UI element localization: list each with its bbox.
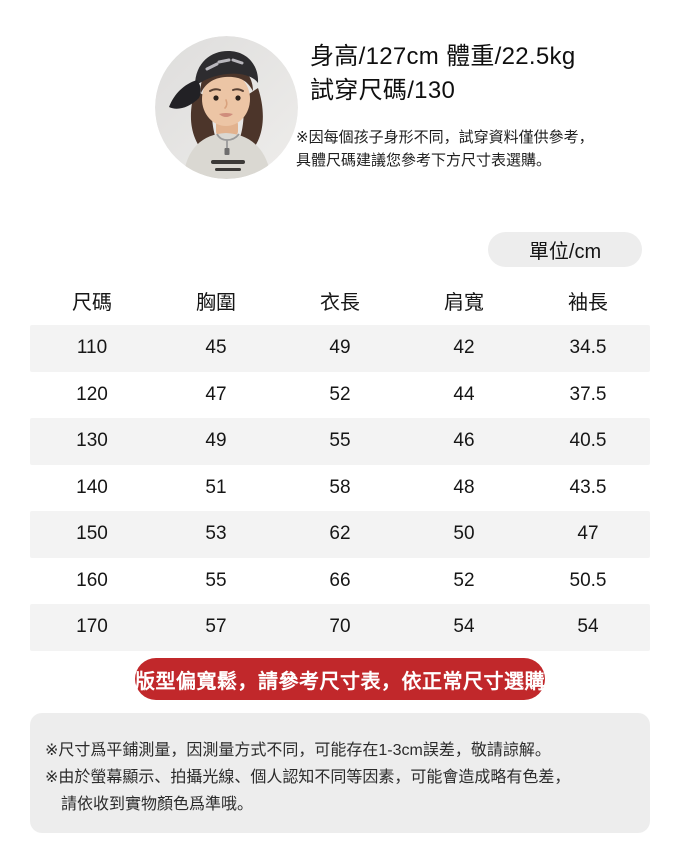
table-row: 130 49 55 46 40.5 (30, 418, 650, 465)
table-row: 120 47 52 44 37.5 (30, 372, 650, 419)
stats-try-on-size: 試穿尺碼/130 (310, 77, 456, 104)
size-table: 尺碼 胸圍 衣長 肩寬 袖長 110 45 49 42 34.5 120 47 52 44 37.5 130… (30, 283, 650, 651)
stats-height-weight: 身高/127cm 體重/22.5kg (310, 43, 576, 70)
fit-note-line: 具體尺碼建議您參考下方尺寸表選購。 (296, 152, 552, 169)
fit-note: ※因每個孩子身形不同，試穿資料僅供參考， 具體尺碼建議您參考下方尺寸表選購。 (296, 126, 594, 172)
table-header-cell: 袖長 (568, 292, 608, 314)
table-cell: 70 (329, 616, 351, 638)
fit-advice-banner: 版型偏寬鬆，請參考尺寸表，依正常尺寸選購 (135, 658, 545, 700)
table-cell: 54 (577, 616, 599, 638)
fit-stats: 身高/127cm 體重/22.5kg 試穿尺碼/130 (310, 40, 576, 108)
table-cell: 55 (205, 569, 227, 591)
disclaimer-line: 請依收到實物顏色爲準哦。 (45, 796, 254, 813)
table-cell: 44 (453, 383, 475, 405)
table-header-cell: 衣長 (320, 292, 360, 314)
table-cell: 47 (577, 523, 599, 545)
size-table-body: 110 45 49 42 34.5 120 47 52 44 37.5 130 49 55 46 40.5 1… (30, 325, 650, 651)
table-cell: 150 (76, 523, 108, 545)
table-cell: 57 (205, 616, 227, 638)
table-row: 140 51 58 48 43.5 (30, 465, 650, 512)
unit-label: 單位/cm (488, 232, 642, 267)
table-cell: 55 (329, 430, 351, 452)
table-header-cell: 尺碼 (72, 292, 112, 314)
table-cell: 50 (453, 523, 475, 545)
table-cell: 160 (76, 569, 108, 591)
table-cell: 37.5 (569, 383, 607, 405)
table-cell: 49 (205, 430, 227, 452)
table-header-cell: 胸圍 (196, 292, 236, 314)
table-cell: 50.5 (569, 569, 607, 591)
disclaimer-notes: ※尺寸爲平鋪測量，因測量方式不同，可能存在1-3cm誤差，敬請諒解。 ※由於螢幕顯… (45, 737, 636, 818)
table-cell: 46 (453, 430, 475, 452)
table-cell: 110 (76, 337, 108, 359)
disclaimer-line: ※尺寸爲平鋪測量，因測量方式不同，可能存在1-3cm誤差，敬請諒解。 (45, 742, 551, 759)
table-cell: 51 (205, 476, 227, 498)
table-row: 170 57 70 54 54 (30, 604, 650, 651)
table-cell: 130 (76, 430, 108, 452)
table-cell: 66 (329, 569, 351, 591)
table-cell: 52 (453, 569, 475, 591)
table-header-cell: 肩寬 (444, 292, 484, 314)
table-cell: 52 (329, 383, 351, 405)
child-avatar-icon (155, 36, 298, 179)
table-cell: 45 (205, 337, 227, 359)
table-cell: 53 (205, 523, 227, 545)
table-cell: 40.5 (569, 430, 607, 452)
table-cell: 48 (453, 476, 475, 498)
table-cell: 170 (76, 616, 108, 638)
table-cell: 140 (76, 476, 108, 498)
table-cell: 47 (205, 383, 227, 405)
table-row: 110 45 49 42 34.5 (30, 325, 650, 372)
table-cell: 42 (453, 337, 475, 359)
table-cell: 43.5 (569, 476, 607, 498)
table-cell: 62 (329, 523, 351, 545)
table-cell: 54 (453, 616, 475, 638)
fit-note-line: ※因每個孩子身形不同，試穿資料僅供參考， (296, 129, 594, 146)
table-row: 150 53 62 50 47 (30, 511, 650, 558)
table-cell: 58 (329, 476, 351, 498)
table-cell: 120 (76, 383, 108, 405)
disclaimer-box: ※尺寸爲平鋪測量，因測量方式不同，可能存在1-3cm誤差，敬請諒解。 ※由於螢幕顯… (30, 713, 650, 833)
table-cell: 34.5 (569, 337, 607, 359)
table-cell: 49 (329, 337, 351, 359)
disclaimer-line: ※由於螢幕顯示、拍攝光線、個人認知不同等因素，可能會造成略有色差， (45, 769, 571, 786)
table-row: 160 55 66 52 50.5 (30, 558, 650, 605)
model-photo (155, 36, 298, 179)
size-table-header: 尺碼 胸圍 衣長 肩寬 袖長 (30, 283, 650, 325)
